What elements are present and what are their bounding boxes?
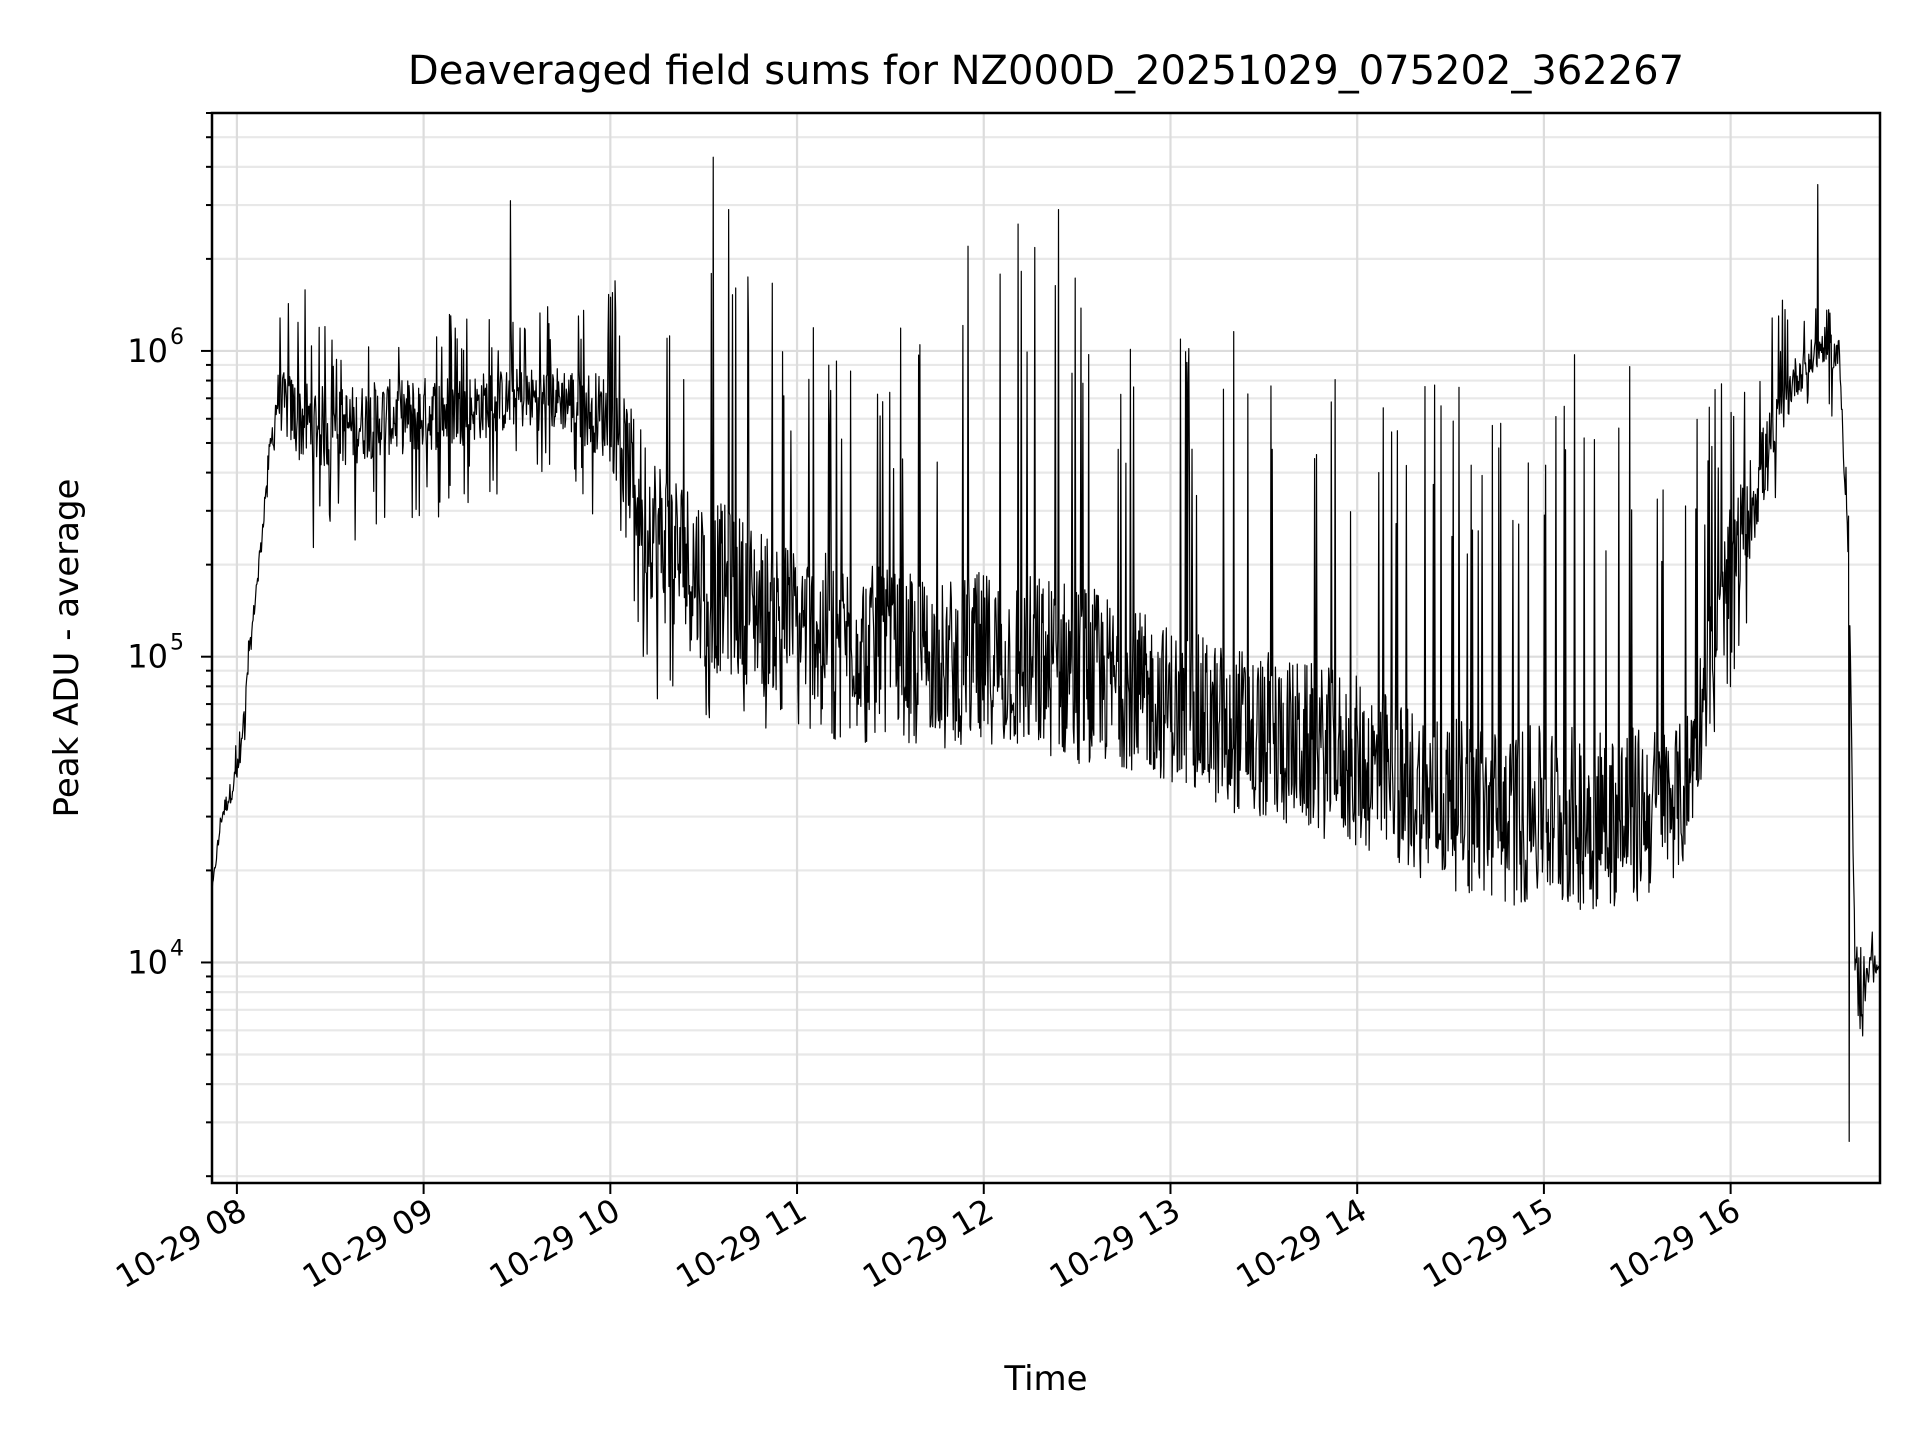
y-tick-label-exponent: 5 <box>170 631 184 656</box>
x-axis: 10-29 08 10-29 09 10-29 10 10-29 11 10-29 12… <box>109 1183 1747 1296</box>
series-line-peak-adu <box>211 156 1881 1142</box>
x-tick-label: 10-29 11 <box>669 1191 813 1296</box>
x-tick-label: 10-29 16 <box>1603 1191 1747 1296</box>
y-tick-label: 10 <box>127 943 168 981</box>
x-tick-label: 10-29 13 <box>1043 1191 1187 1296</box>
x-tick-label: 10-29 12 <box>856 1191 1000 1296</box>
chart-title: Deaveraged field sums for NZ000D_2025102… <box>408 48 1684 94</box>
x-tick-label: 10-29 15 <box>1416 1191 1560 1296</box>
y-axis-label: Peak ADU - average <box>47 479 87 818</box>
y-tick-label: 10 <box>127 332 168 370</box>
y-tick-label-exponent: 6 <box>170 325 184 350</box>
x-tick-label: 10-29 14 <box>1230 1191 1374 1296</box>
y-tick-label-exponent: 4 <box>170 936 184 961</box>
y-tick-label: 10 <box>127 638 168 676</box>
plot-frame <box>210 111 1882 1185</box>
x-tick-label: 10-29 09 <box>296 1191 440 1296</box>
x-axis-label: Time <box>1003 1359 1087 1399</box>
x-tick-label: 10-29 10 <box>483 1191 627 1296</box>
x-tick-label: 10-29 08 <box>109 1191 253 1296</box>
series-layer <box>211 156 1881 1142</box>
